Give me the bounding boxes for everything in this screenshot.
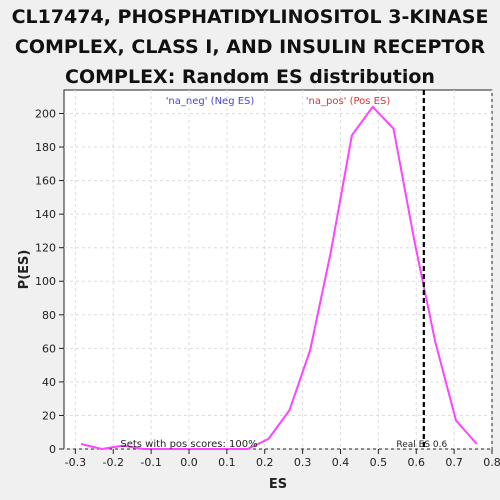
plot-area — [63, 89, 493, 450]
x-axis-label: ES — [269, 477, 287, 492]
x-tick-label: 0.5 — [370, 456, 388, 469]
x-tick-label: 0.4 — [332, 456, 350, 469]
x-tick-label: 0.8 — [483, 456, 500, 469]
y-tick-label: 40 — [42, 376, 56, 389]
pos-scores-annotation: Sets with pos scores: 100% — [120, 439, 257, 450]
chart-title-line: COMPLEX, CLASS I, AND INSULIN RECEPTOR — [14, 36, 486, 58]
x-tick-label: 0.1 — [218, 456, 236, 469]
legend-neg-label: 'na_neg' (Neg ES) — [166, 96, 255, 107]
axes: -0.3 -0.2 -0.1 0.0 0.1 0.2 0.3 0.4 0.5 0.6 0.7 0.8 0… — [35, 107, 500, 469]
x-tick-label: -0.1 — [140, 456, 161, 469]
y-tick-label: 120 — [35, 242, 56, 255]
grid-lines — [64, 90, 493, 450]
x-tick-label: -0.3 — [65, 456, 86, 469]
x-tick-label: 0.0 — [180, 456, 198, 469]
y-tick-label: 160 — [35, 175, 56, 188]
series-layer — [80, 105, 478, 450]
chart-title-line: CL17474, PHOSPHATIDYLINOSITOL 3-KINASE — [11, 6, 489, 28]
real-es-label: Real ES 0.6 — [396, 440, 447, 450]
y-tick-label: 60 — [42, 342, 56, 355]
x-tick-label: 0.3 — [294, 456, 312, 469]
x-tick-label: 0.6 — [407, 456, 425, 469]
legend-pos-label: 'na_pos' (Pos ES) — [306, 96, 391, 107]
chart-title: CL17474, PHOSPHATIDYLINOSITOL 3-KINASE CO… — [0, 2, 500, 92]
y-axis-label: P(ES) — [17, 250, 32, 290]
x-tick-label: 0.7 — [445, 456, 463, 469]
y-tick-label: 0 — [49, 443, 56, 456]
y-tick-label: 140 — [35, 208, 56, 221]
y-tick-label: 100 — [35, 275, 56, 288]
y-tick-label: 20 — [42, 409, 56, 422]
y-tick-label: 200 — [35, 107, 56, 120]
y-tick-label: 80 — [42, 309, 56, 322]
x-tick-label: -0.2 — [103, 456, 124, 469]
y-tick-label: 180 — [35, 141, 56, 154]
x-tick-label: 0.2 — [256, 456, 274, 469]
series-line-na-pos — [80, 105, 478, 450]
chart-title-line: COMPLEX: Random ES distribution — [65, 66, 435, 88]
